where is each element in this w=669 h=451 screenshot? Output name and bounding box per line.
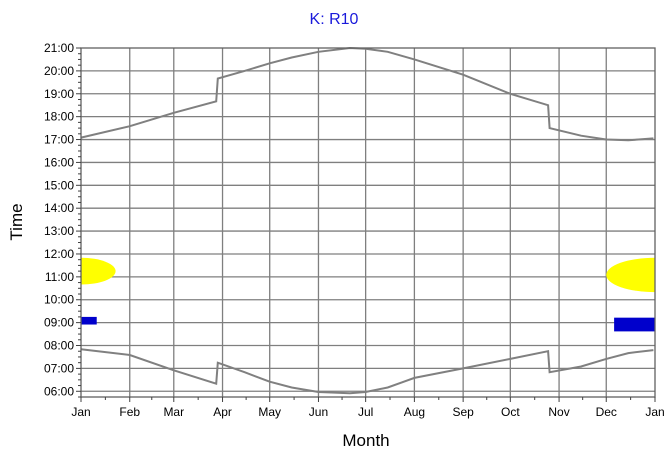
y-tick-label: 21:00 xyxy=(44,41,74,55)
regions xyxy=(81,257,655,332)
ticks xyxy=(76,47,656,402)
x-tick-label: Sep xyxy=(452,405,474,419)
region xyxy=(614,317,655,332)
y-tick-label: 17:00 xyxy=(44,133,74,147)
y-tick-label: 07:00 xyxy=(44,361,74,375)
x-tick-label: Jul xyxy=(358,405,373,419)
x-tick-label: May xyxy=(258,405,281,419)
x-tick-labels: Jan Feb Mar Apr May Jun Jul Aug Sep Oct Nov Dec Jan xyxy=(71,405,664,419)
y-tick-label: 09:00 xyxy=(44,316,74,330)
y-tick-labels: 06:00 07:00 08:00 09:00 10:00 11:00 12:00 13:00… xyxy=(44,41,74,398)
y-axis-title: Time xyxy=(7,203,26,240)
y-tick-label: 13:00 xyxy=(44,224,74,238)
plot-frame xyxy=(80,47,656,398)
x-tick-label: Jun xyxy=(309,405,328,419)
y-tick-label: 18:00 xyxy=(44,110,74,124)
plot-background xyxy=(81,48,655,397)
y-tick-label: 10:00 xyxy=(44,293,74,307)
x-tick-label: Oct xyxy=(501,405,520,419)
chart-title: K: R10 xyxy=(310,11,359,28)
y-tick-label: 19:00 xyxy=(44,87,74,101)
region xyxy=(606,257,655,293)
x-tick-label: Nov xyxy=(548,405,569,419)
y-tick-label: 16:00 xyxy=(44,155,74,169)
series-lines xyxy=(80,46,654,395)
x-axis-title: Month xyxy=(342,431,389,450)
y-tick-label: 14:00 xyxy=(44,201,74,215)
sunset-line xyxy=(80,46,654,142)
x-tick-label: Feb xyxy=(119,405,140,419)
x-tick-label: Jan xyxy=(71,405,90,419)
y-tick-label: 20:00 xyxy=(44,64,74,78)
x-tick-label: Dec xyxy=(596,405,617,419)
x-tick-label: Jan xyxy=(645,405,664,419)
sunrise-line xyxy=(80,348,654,395)
y-tick-label: 11:00 xyxy=(45,270,74,284)
grid xyxy=(81,48,655,397)
x-tick-label: Mar xyxy=(163,405,184,419)
y-tick-label: 15:00 xyxy=(44,178,74,192)
x-tick-label: Aug xyxy=(404,405,425,419)
region xyxy=(81,257,116,285)
plot-area xyxy=(76,46,656,402)
y-tick-label: 12:00 xyxy=(44,247,74,261)
x-tick-label: Apr xyxy=(213,405,232,419)
region xyxy=(81,316,97,325)
y-tick-label: 06:00 xyxy=(44,384,74,398)
y-tick-label: 08:00 xyxy=(44,339,74,353)
